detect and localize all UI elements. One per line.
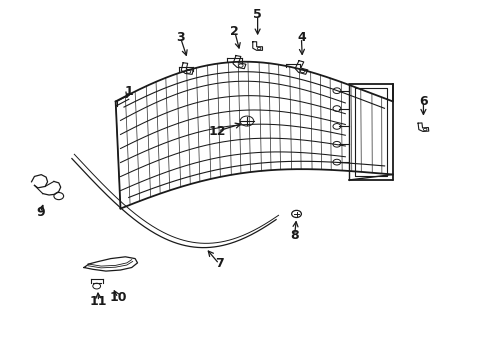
Text: 4: 4 [296, 31, 305, 44]
Text: 10: 10 [109, 291, 126, 305]
Text: 8: 8 [290, 229, 298, 242]
Text: 11: 11 [90, 295, 107, 308]
Text: 12: 12 [208, 125, 226, 138]
Text: 5: 5 [253, 9, 262, 22]
Text: 1: 1 [124, 85, 133, 98]
Text: 6: 6 [418, 95, 427, 108]
Text: 9: 9 [36, 206, 44, 219]
Text: 7: 7 [214, 257, 223, 270]
Text: 3: 3 [176, 31, 184, 44]
Text: 2: 2 [230, 25, 239, 38]
